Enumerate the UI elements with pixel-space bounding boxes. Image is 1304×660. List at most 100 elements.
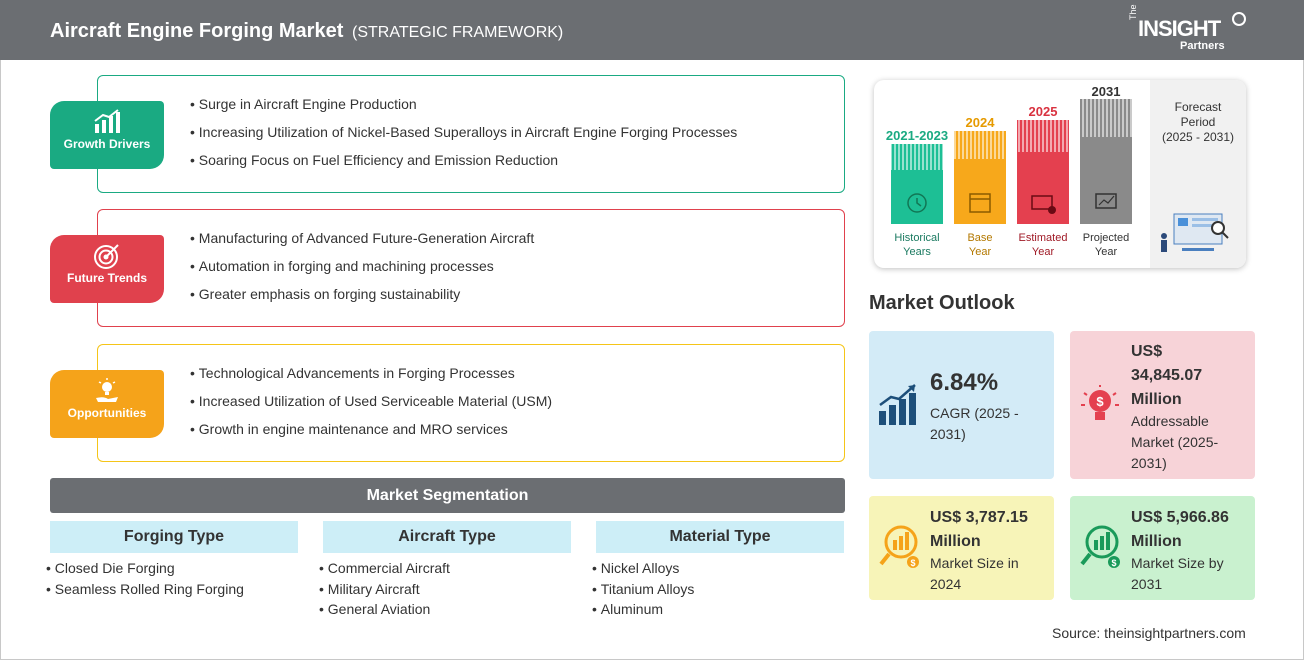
timeline-label-historical: Historical Years [882, 231, 952, 259]
card-label-line: Market (2025- [1131, 434, 1219, 450]
money-bars-icon: $ [1080, 525, 1120, 568]
target-icon [94, 244, 119, 269]
timeline-label-line: Historical [894, 232, 940, 244]
growth-chart-icon [879, 384, 916, 425]
addressable-label: Addressable Market (2025- 2031) [1131, 411, 1218, 474]
market-size-2024-card: $ US$ 3,787.15 Million Market Size in 20… [869, 496, 1054, 600]
bar-chart-growth-icon [94, 109, 120, 133]
forecast-period-text: Forecast Period (2025 - 2031) [1150, 100, 1246, 145]
timeline-label-projected: Projected Year [1077, 231, 1135, 259]
estimate-icon [1031, 195, 1053, 210]
forecast-line: (2025 - 2031) [1161, 130, 1235, 144]
timeline-label-line: Year [1094, 246, 1118, 258]
addressable-market-card: $ US$ 34,845.07 Million Addressable Mark… [1070, 331, 1255, 479]
growth-drivers-panel: Surge in Aircraft Engine Production Incr… [97, 75, 845, 193]
timeline-label-line: Base [967, 232, 993, 244]
card-label-line: 2031) [1131, 455, 1167, 471]
card-value-line: US$ 3,787.15 [930, 509, 1028, 526]
analysts-dashboard-icon [1161, 213, 1229, 252]
list-item: Closed Die Forging [46, 560, 244, 581]
list-item: Nickel Alloys [592, 560, 694, 581]
card-label-line: Market Size by [1131, 555, 1224, 571]
timeline-bar-base [954, 131, 1006, 224]
cagr-card: 6.84% CAGR (2025 - 2031) [869, 331, 1054, 479]
segment-heading-material-type: Material Type [596, 521, 844, 553]
aircraft-type-list: Commercial Aircraft Military Aircraft Ge… [319, 560, 450, 622]
timeline-label-line: Projected [1082, 232, 1130, 244]
page-title: Aircraft Engine Forging Market [50, 20, 344, 42]
forecast-period-box: Forecast Period (2025 - 2031) [1150, 80, 1246, 268]
market-size-2024-label: Market Size in 2024 [930, 553, 1019, 595]
list-item: General Aviation [319, 601, 450, 622]
card-value-line: Million [1131, 391, 1182, 408]
history-icon [907, 193, 927, 213]
growth-drivers-list: Surge in Aircraft Engine Production Incr… [190, 96, 737, 180]
timeline-year-projected: 2031 [1091, 84, 1121, 99]
list-item: Military Aircraft [319, 581, 450, 602]
list-item: Greater emphasis on forging sustainabili… [190, 286, 534, 314]
timeline-label-line: Year [968, 246, 992, 258]
card-label-line: 2031 [1131, 576, 1163, 592]
card-value-line: US$ [1131, 343, 1163, 360]
insight-partners-logo[interactable]: The INSIGHT Partners [1128, 4, 1248, 52]
svg-text:$: $ [910, 558, 915, 568]
timeline-bar-estimated [1017, 120, 1069, 224]
svg-text:$: $ [1096, 394, 1104, 409]
presentation-icon [1095, 193, 1117, 209]
logo-word-text: INSIGHT [1138, 16, 1221, 41]
lightbulb-hand-icon [96, 378, 118, 402]
market-size-2031-value: US$ 5,966.86 Million [1131, 506, 1229, 554]
calendar-icon [969, 193, 991, 213]
card-label-line: CAGR (2025 - [930, 405, 1019, 421]
future-trends-badge: Future Trends [50, 235, 164, 303]
forging-type-list: Closed Die Forging Seamless Rolled Ring … [46, 560, 244, 601]
svg-text:$: $ [1111, 558, 1116, 568]
card-value-line: Million [930, 533, 981, 550]
timeline-bars [891, 99, 1132, 224]
addressable-value: US$ 34,845.07 Million [1131, 340, 1202, 412]
opportunities-list: Technological Advancements in Forging Pr… [190, 365, 552, 449]
future-trends-label: Future Trends [66, 271, 147, 285]
material-type-list: Nickel Alloys Titanium Alloys Aluminum [592, 560, 695, 622]
money-bars-icon: $ [879, 525, 919, 568]
list-item: Seamless Rolled Ring Forging [46, 581, 244, 602]
forecast-line: Period [1180, 115, 1216, 129]
card-label-line: 2031) [930, 426, 966, 442]
timeline-year-historical: 2021-2023 [885, 128, 949, 143]
header-bar: Aircraft Engine Forging Market (STRATEGI… [0, 0, 1304, 60]
market-size-2031-card: $ US$ 5,966.86 Million Market Size by 20… [1070, 496, 1255, 600]
timeline-label-estimated: Estimated Year [1012, 231, 1074, 259]
timeline-bar-historical [891, 144, 943, 224]
timeline-label-line: Estimated [1018, 232, 1068, 244]
logo-ring-icon [1232, 12, 1246, 26]
timeline-year-base: 2024 [965, 115, 995, 130]
timeline-label-line: Years [903, 246, 931, 258]
market-size-2024-value: US$ 3,787.15 Million [930, 506, 1028, 554]
source-text: Source: theinsightpartners.com [1052, 625, 1246, 641]
cagr-label: CAGR (2025 - 2031) [930, 403, 1019, 445]
cagr-value: 6.84% [930, 369, 999, 396]
growth-drivers-label: Growth Drivers [63, 137, 151, 151]
list-item: Increased Utilization of Used Serviceabl… [190, 393, 552, 421]
list-item: Increasing Utilization of Nickel-Based S… [190, 124, 737, 152]
segmentation-title: Market Segmentation [50, 478, 845, 513]
logo-partners-text: Partners [1180, 40, 1225, 52]
card-label-line: Addressable [1131, 413, 1209, 429]
timeline-year-estimated: 2025 [1028, 104, 1058, 119]
list-item: Aluminum [592, 601, 694, 622]
opportunities-badge: Opportunities [50, 370, 164, 438]
card-value-line: US$ 5,966.86 [1131, 509, 1229, 526]
list-item: Surge in Aircraft Engine Production [190, 96, 737, 124]
list-item: Soaring Focus on Fuel Efficiency and Emi… [190, 152, 737, 180]
list-item: Commercial Aircraft [319, 560, 450, 581]
list-item: Automation in forging and machining proc… [190, 258, 534, 286]
list-item: Technological Advancements in Forging Pr… [190, 365, 552, 393]
card-label-line: 2024 [930, 576, 962, 592]
future-trends-list: Manufacturing of Advanced Future-Generat… [190, 230, 534, 314]
segment-heading-forging-type: Forging Type [50, 521, 298, 553]
future-trends-panel: Manufacturing of Advanced Future-Generat… [97, 209, 845, 327]
list-item: Manufacturing of Advanced Future-Generat… [190, 230, 534, 258]
market-size-2031-label: Market Size by 2031 [1131, 553, 1224, 595]
forecast-line: Forecast [1174, 100, 1222, 114]
logo-the-text: The [1128, 4, 1138, 20]
